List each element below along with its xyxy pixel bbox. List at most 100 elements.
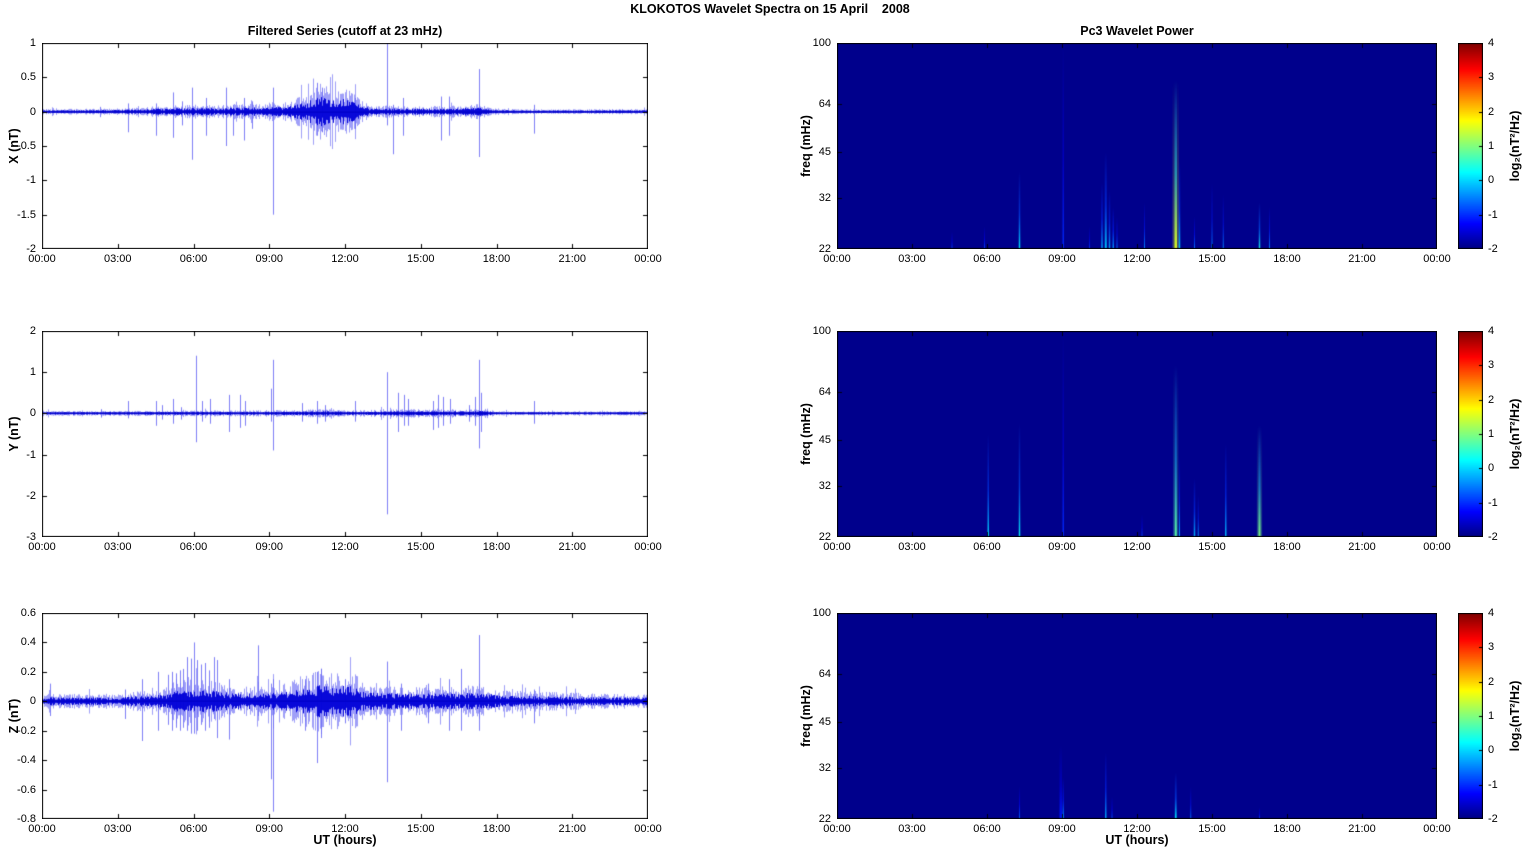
x-tick-label: 09:00: [255, 541, 284, 553]
y-tick-label: 32: [818, 762, 831, 775]
y-tick-label: 1: [29, 37, 36, 49]
x-tick-label: 09:00: [255, 823, 284, 835]
y-tick-label: -0.8: [17, 813, 36, 825]
colorbar-tick-label: 1: [1488, 140, 1495, 152]
colorbar-tick-label: -2: [1488, 531, 1498, 543]
x-filtered-series-ylabel: X (nT): [7, 128, 21, 164]
y-tick-label: 32: [818, 192, 831, 205]
z-filtered-series-panel: [42, 613, 648, 819]
y-tick-label: -0.4: [17, 754, 36, 767]
figure-title: KLOKOTOS Wavelet Spectra on 15 April 200…: [630, 2, 910, 16]
y-tick-label: -0.5: [17, 140, 36, 152]
colorbar-tick-label: -1: [1488, 496, 1498, 509]
y-filtered-series-plot: [42, 331, 648, 537]
x-tick-label: 09:00: [1048, 823, 1076, 835]
x-tick-label: 03:00: [898, 541, 926, 553]
x-tick-label: 00:00: [1423, 541, 1451, 553]
z-wavelet-power-panel: [837, 613, 1437, 819]
x-tick-label: 00:00: [823, 823, 851, 835]
x-tick-label: 00:00: [634, 253, 662, 265]
x-tick-label: 12:00: [331, 253, 359, 265]
x-tick-label: 18:00: [482, 541, 511, 553]
x-tick-label: 03:00: [898, 823, 926, 835]
x-tick-label: 18:00: [1273, 541, 1301, 553]
x-tick-label: 18:00: [482, 823, 511, 835]
x-tick-label: 00:00: [634, 823, 662, 835]
colorbar-tick-label: 1: [1488, 428, 1495, 440]
x-tick-label: 00:00: [634, 541, 662, 553]
x-tick-label: 18:00: [482, 253, 511, 265]
y-tick-label: 64: [818, 97, 831, 110]
x-tick-label: 15:00: [406, 823, 435, 835]
colorbar-tick-label: 0: [1488, 174, 1495, 187]
y-tick-label: 22: [818, 243, 831, 255]
y-tick-label: 22: [818, 813, 831, 825]
y-tick-label: 0: [29, 105, 36, 118]
x-tick-label: 06:00: [973, 253, 1001, 265]
x-tick-label: 12:00: [1123, 823, 1151, 835]
x-tick-label: 15:00: [406, 253, 435, 265]
x-wavelet-power-ylabel: freq (mHz): [799, 115, 813, 177]
z-filtered-series-plot: [42, 613, 648, 819]
y-tick-label: 0: [29, 695, 36, 708]
y-tick-label: 0.2: [20, 665, 36, 678]
x-tick-label: 06:00: [179, 823, 208, 835]
x-tick-label: 09:00: [1048, 253, 1076, 265]
x-tick-label: 00:00: [1423, 253, 1451, 265]
x-tick-label: 21:00: [558, 253, 587, 265]
x-tick-label: 21:00: [1348, 253, 1376, 265]
y-tick-label: 45: [818, 715, 831, 728]
left-column-title: Filtered Series (cutoff at 23 mHz): [247, 24, 443, 38]
x-tick-label: 15:00: [406, 541, 435, 553]
colorbar-tick-label: 2: [1488, 393, 1495, 406]
y-tick-label: -1: [26, 448, 36, 461]
colorbar-row2: [1458, 613, 1483, 819]
colorbar-tick-label: 3: [1488, 71, 1495, 84]
colorbar-tick-label: 0: [1488, 744, 1495, 757]
colorbar-tick-label: 1: [1488, 710, 1495, 722]
x-tick-label: 00:00: [1423, 823, 1451, 835]
x-filtered-series-panel: [42, 43, 648, 249]
colorbar-tick-label: 4: [1488, 325, 1495, 337]
colorbar: [1458, 43, 1483, 249]
colorbar-tick-label: -2: [1488, 243, 1498, 255]
colorbar-tick-label: -2: [1488, 813, 1498, 825]
y-wavelet-power-ylabel: freq (mHz): [799, 403, 813, 465]
y-tick-label: -2: [26, 489, 36, 502]
x-tick-label: 03:00: [103, 253, 132, 265]
x-tick-label: 15:00: [1198, 823, 1226, 835]
colorbar-tick-label: -1: [1488, 778, 1498, 791]
z-wavelet-power-plot: [837, 613, 1437, 819]
y-tick-label: 0.6: [20, 607, 36, 619]
x-tick-label: 03:00: [103, 823, 132, 835]
colorbar-tick-label: 3: [1488, 359, 1495, 372]
x-filtered-series-plot: [42, 43, 648, 249]
x-tick-label: 12:00: [331, 541, 359, 553]
y-tick-label: 22: [818, 531, 831, 543]
x-tick-label: 12:00: [331, 823, 359, 835]
y-tick-label: 100: [812, 607, 831, 619]
colorbar: [1458, 331, 1483, 537]
y-tick-label: 32: [818, 480, 831, 493]
x-tick-label: 09:00: [1048, 541, 1076, 553]
y-tick-label: -3: [26, 531, 36, 543]
x-tick-label: 09:00: [255, 253, 284, 265]
y-tick-label: -0.6: [17, 783, 36, 796]
y-tick-label: 2: [29, 325, 36, 337]
x-tick-label: 21:00: [558, 823, 587, 835]
y-tick-label: 0.5: [20, 71, 36, 84]
x-tick-label: 00:00: [823, 541, 851, 553]
y-tick-label: -0.2: [17, 724, 36, 737]
colorbar-tick-label: 3: [1488, 641, 1495, 654]
z-wavelet-power-ylabel: freq (mHz): [799, 685, 813, 747]
x-tick-label: 18:00: [1273, 823, 1301, 835]
y-filtered-series-panel: [42, 331, 648, 537]
y-tick-label: -1.5: [17, 208, 36, 221]
x-tick-label: 03:00: [103, 541, 132, 553]
left-xaxis-label: UT (hours): [313, 833, 377, 847]
right-column-title: Pc3 Wavelet Power: [1080, 24, 1194, 38]
y-tick-label: 45: [818, 433, 831, 446]
x-tick-label: 00:00: [823, 253, 851, 265]
colorbar-label: log₂(nT²/Hz): [1508, 398, 1522, 470]
